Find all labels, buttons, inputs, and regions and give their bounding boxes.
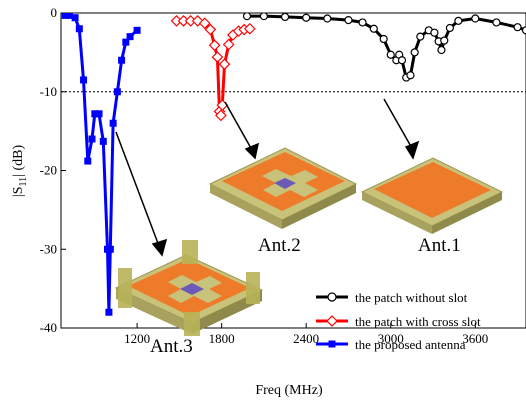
data-point-circle	[358, 18, 367, 27]
data-point-square	[75, 25, 83, 33]
y-tick-label: -20	[40, 163, 57, 178]
svg-text:|S11| (dB): |S11| (dB)	[11, 145, 29, 198]
axis-ticks: 1200 1800 2400 3000 3600 0 -10 -20 -30 -40	[40, 5, 489, 346]
data-point-circle	[440, 36, 449, 45]
arrow-ant2	[224, 101, 253, 151]
data-point-circle	[410, 48, 419, 57]
data-point-square	[80, 76, 88, 84]
arrow-ant1	[383, 98, 414, 151]
data-point-diamond	[204, 23, 217, 36]
data-point-square	[65, 13, 73, 19]
data-point-circle	[430, 28, 439, 37]
x-tick-label: 2400	[293, 331, 319, 346]
x-tick-label: 1200	[124, 331, 150, 346]
y-axis-title: |S11| (dB)	[11, 145, 29, 198]
data-point-square	[71, 14, 79, 22]
data-point-circle	[406, 71, 415, 80]
legend-marker-square	[328, 340, 336, 348]
legend-item-without-slot: the patch without slot	[316, 290, 468, 305]
arrow-ant2-head	[244, 142, 260, 160]
series-line-0	[247, 14, 526, 80]
data-point-diamond	[243, 22, 256, 35]
data-point-square	[113, 88, 121, 96]
data-point-circle	[521, 26, 526, 35]
data-point-circle	[513, 23, 522, 32]
data-point-circle	[379, 34, 388, 44]
data-point-circle	[492, 18, 501, 27]
arrow-ant3	[115, 131, 160, 247]
data-point-diamond	[215, 109, 227, 122]
data-point-circle	[280, 13, 290, 22]
legend: the patch without slot the patch with cr…	[316, 290, 481, 352]
data-point-square	[91, 110, 99, 118]
x-tick-label: 3000	[378, 331, 404, 346]
ant3-illustration	[114, 240, 264, 336]
x-tick-label: 1800	[209, 331, 235, 346]
data-point-square	[61, 13, 69, 19]
data-point-circle	[242, 13, 252, 21]
data-point-circle	[302, 13, 311, 22]
data-point-square	[122, 38, 130, 46]
y-title-sub: 11	[18, 177, 29, 187]
data-point-square	[105, 308, 113, 316]
data-point-square	[133, 26, 141, 34]
data-point-diamond	[208, 39, 221, 52]
data-point-circle	[323, 14, 332, 23]
series-line-2	[65, 13, 139, 314]
legend-item-proposed: the proposed antenna	[316, 337, 466, 352]
y-tick-label: -10	[40, 84, 57, 99]
data-point-diamond	[198, 17, 211, 30]
data-point-square	[95, 110, 103, 118]
ant1-illustration	[360, 157, 504, 234]
legend-marker-diamond	[326, 315, 338, 327]
legend-marker-circle	[327, 292, 337, 302]
data-point-circle	[437, 45, 446, 55]
data-point-square	[126, 33, 134, 41]
data-point-circle	[471, 14, 480, 23]
data-point-square	[88, 135, 96, 143]
data-point-square	[106, 245, 114, 253]
data-point-square	[118, 56, 126, 64]
data-point-diamond	[218, 58, 231, 71]
data-point-circle	[416, 32, 425, 41]
legend-item-cross-slot: the patch with cross slot	[316, 314, 481, 329]
y-title-main: |S	[11, 187, 26, 198]
data-point-circle	[397, 56, 407, 65]
y-tick-label: -40	[40, 320, 57, 335]
legend-label: the patch with cross slot	[355, 314, 481, 329]
ant1-label: Ant.1	[418, 235, 461, 256]
arrow-ant3-head	[151, 238, 168, 257]
pointer-arrows	[115, 98, 420, 257]
x-tick-label: 3600	[462, 331, 488, 346]
data-point-circle	[445, 23, 455, 33]
data-point-circle	[454, 16, 463, 25]
data-point-circle	[369, 24, 378, 33]
data-point-circle	[386, 50, 395, 59]
y-tick-label: 0	[51, 5, 58, 20]
data-point-square	[109, 119, 117, 127]
data-point-circle	[344, 15, 353, 25]
y-tick-label: -30	[40, 241, 57, 256]
data-point-circle	[259, 13, 269, 21]
ant3-label: Ant.3	[150, 336, 193, 357]
y-title-end: | (dB)	[11, 145, 26, 177]
legend-label: the patch without slot	[355, 290, 468, 305]
data-point-square	[84, 157, 92, 165]
arrow-ant1-head	[404, 140, 420, 160]
x-axis-title: Freq (MHz)	[255, 383, 323, 398]
ant2-illustration	[208, 147, 358, 229]
data-point-square	[99, 137, 107, 145]
series-layer	[61, 13, 526, 316]
legend-label: the proposed antenna	[355, 337, 466, 352]
data-point-diamond	[211, 51, 224, 63]
ant2-label: Ant.2	[258, 235, 301, 256]
data-point-diamond	[222, 38, 235, 51]
